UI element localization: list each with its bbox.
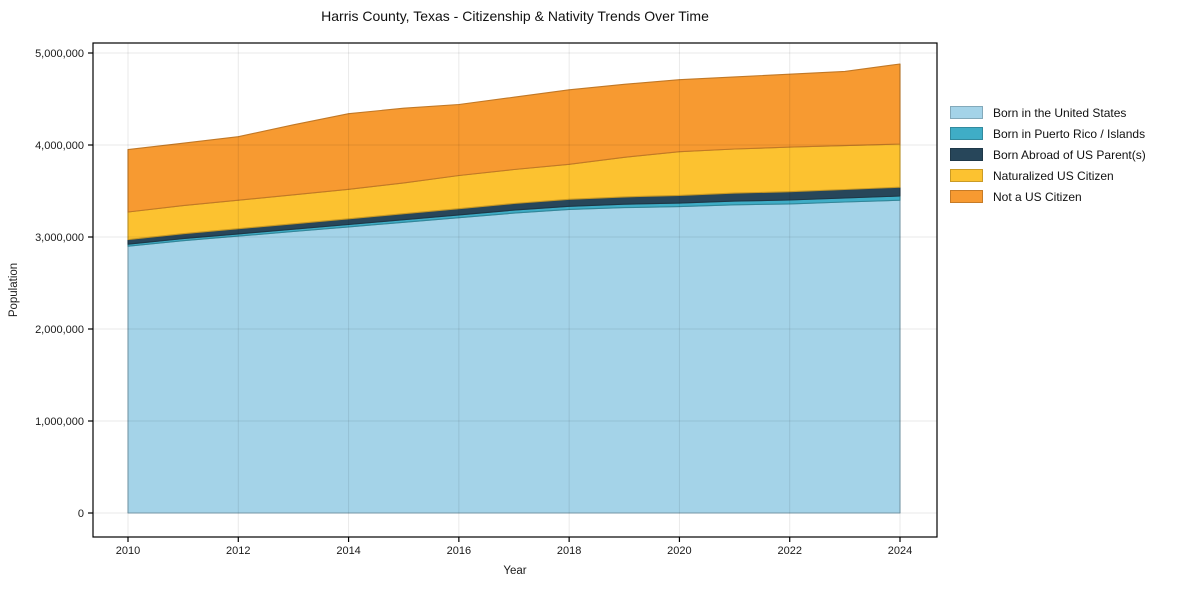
plot-frame <box>92 42 938 538</box>
x-tick-label: 2020 <box>667 545 691 557</box>
x-tick-label: 2018 <box>557 545 581 557</box>
area-born-in-the-united-states <box>127 199 901 514</box>
legend-item-not-a-us-citizen: Not a US Citizen <box>950 189 1146 204</box>
legend-item-naturalized-us-citizen: Naturalized US Citizen <box>950 168 1146 183</box>
legend-swatch-icon <box>950 127 983 140</box>
legend-item-born-abroad-of-us-parent-s: Born Abroad of US Parent(s) <box>950 147 1146 162</box>
x-tick-label: 2024 <box>888 545 912 557</box>
legend-label: Naturalized US Citizen <box>993 168 1114 183</box>
legend: Born in the United States Born in Puerto … <box>950 106 1146 211</box>
x-axis-label: Year <box>503 565 527 577</box>
legend-swatch-icon <box>950 169 983 182</box>
legend-item-born-in-puerto-rico-islands: Born in Puerto Rico / Islands <box>950 126 1146 141</box>
y-tick-label: 5,000,000 <box>35 48 84 60</box>
x-tick-label: 2014 <box>336 545 360 557</box>
chart-title: Harris County, Texas - Citizenship & Nat… <box>321 8 709 24</box>
legend-swatch-icon <box>950 148 983 161</box>
x-tick-label: 2010 <box>116 545 140 557</box>
legend-label: Born Abroad of US Parent(s) <box>993 147 1146 162</box>
legend-item-born-in-the-united-states: Born in the United States <box>950 105 1146 120</box>
y-tick-label: 4,000,000 <box>35 140 84 152</box>
y-tick-label: 0 <box>78 508 84 520</box>
x-tick-label: 2012 <box>226 545 250 557</box>
x-tick-label: 2022 <box>777 545 801 557</box>
legend-label: Born in Puerto Rico / Islands <box>993 126 1146 141</box>
legend-label: Born in the United States <box>993 105 1127 120</box>
area-not-a-us-citizen <box>127 63 901 213</box>
y-tick-label: 2,000,000 <box>35 324 84 336</box>
x-tick-label: 2016 <box>447 545 471 557</box>
y-tick-label: 3,000,000 <box>35 232 84 244</box>
legend-swatch-icon <box>950 190 983 203</box>
legend-swatch-icon <box>950 106 983 119</box>
y-tick-label: 1,000,000 <box>35 416 84 428</box>
legend-label: Not a US Citizen <box>993 189 1082 204</box>
